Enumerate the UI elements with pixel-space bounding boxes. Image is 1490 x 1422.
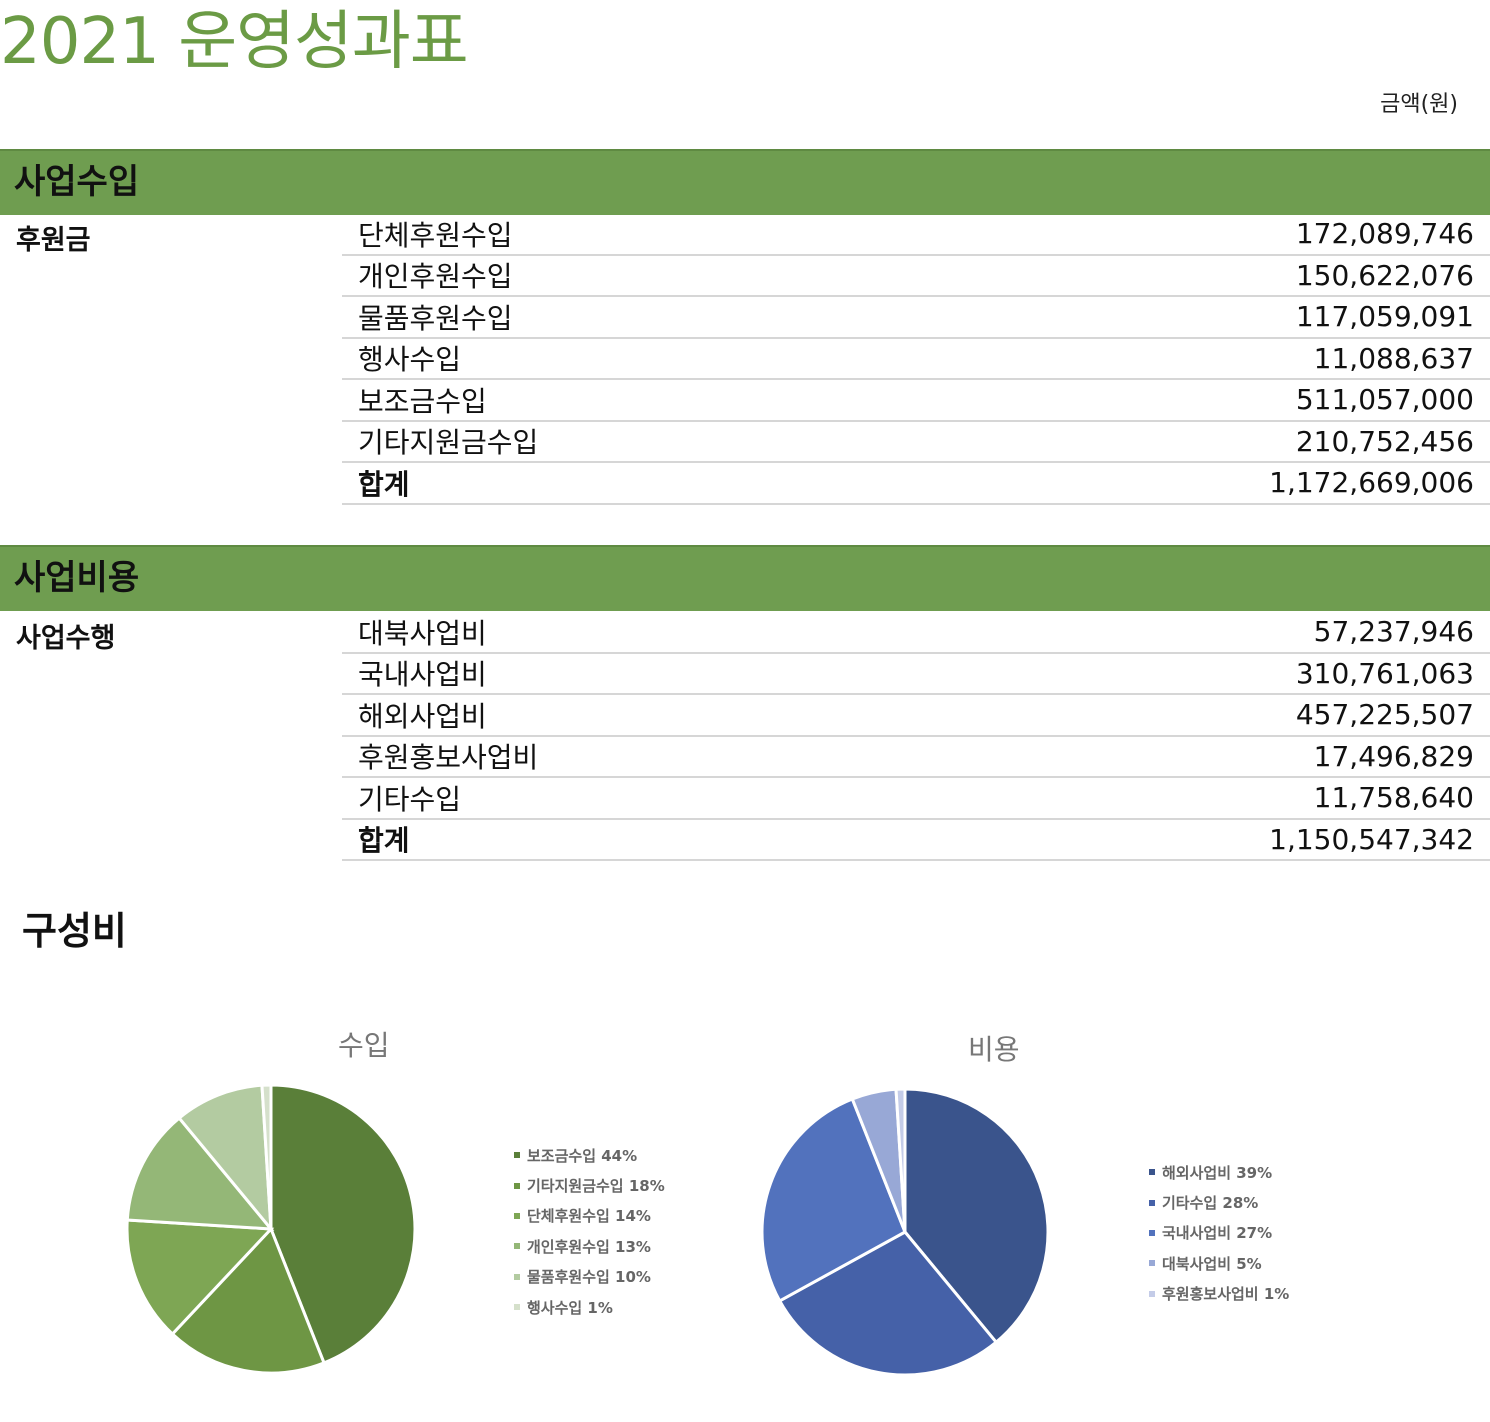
legend-swatch	[1149, 1260, 1155, 1267]
table-row: 해외사업비 457,225,507	[342, 695, 1490, 737]
pie-slice-5	[260, 1083, 273, 1230]
pie-slice-2	[125, 1218, 275, 1337]
pie-slice-3	[125, 1115, 275, 1231]
pie-slice-0	[903, 1087, 1050, 1345]
legend-label: 기타지원금수입 18%	[527, 1177, 665, 1196]
total-label: 합계	[358, 824, 410, 858]
expense-table: 대북사업비 57,237,946 국내사업비 310,761,063 해외사업비 45…	[342, 612, 1490, 861]
row-label: 국내사업비	[358, 658, 487, 692]
legend-label: 대북사업비 5%	[1162, 1254, 1262, 1273]
pie-slice-1	[170, 1226, 326, 1375]
legend-item: 개인후원수입 13%	[514, 1231, 665, 1261]
legend-label: 보조금수입 44%	[527, 1146, 638, 1165]
legend-label: 행사수입 1%	[527, 1298, 613, 1317]
total-value: 1,150,547,342	[1269, 822, 1474, 856]
row-label: 행사수입	[358, 343, 462, 377]
table-row: 후원홍보사업비 17,496,829	[342, 737, 1490, 778]
row-value: 172,089,746	[1295, 217, 1474, 251]
legend-swatch	[514, 1304, 520, 1311]
legend-swatch	[514, 1152, 520, 1159]
total-row: 합계 1,172,669,006	[342, 463, 1490, 505]
legend-swatch	[1149, 1229, 1155, 1236]
legend-item: 물품후원수입 10%	[514, 1262, 665, 1292]
row-value: 17,496,829	[1313, 739, 1474, 773]
row-value: 457,225,507	[1295, 698, 1474, 732]
row-label: 보조금수입	[358, 384, 487, 418]
total-value: 1,172,669,006	[1269, 466, 1474, 500]
legend-item: 후원홍보사업비 1%	[1149, 1279, 1289, 1309]
table-row: 행사수입 11,088,637	[342, 339, 1490, 380]
table-row: 단체후원수입 172,089,746	[342, 214, 1490, 256]
table-row: 대북사업비 57,237,946	[342, 612, 1490, 654]
revenue-section-header: 사업수입	[0, 149, 1490, 215]
legend-swatch	[514, 1243, 520, 1250]
total-row: 합계 1,150,547,342	[342, 820, 1490, 861]
row-label: 후원홍보사업비	[358, 741, 539, 775]
row-label: 기타수입	[358, 782, 462, 816]
row-label: 대북사업비	[358, 616, 487, 650]
legend-item: 보조금수입 44%	[514, 1140, 665, 1170]
legend-swatch	[514, 1212, 520, 1219]
pie-slice-1	[777, 1230, 999, 1377]
legend-label: 기타수입 28%	[1162, 1194, 1259, 1213]
legend-item: 기타지원금수입 18%	[514, 1170, 665, 1200]
row-label: 물품후원수입	[358, 301, 513, 335]
legend-item: 행사수입 1%	[514, 1292, 665, 1322]
revenue-legend: 보조금수입 44% 기타지원금수입 18% 단체후원수입 14% 개인후원수입 13%…	[514, 1140, 665, 1322]
row-value: 310,761,063	[1295, 656, 1474, 690]
legend-label: 물품후원수입 10%	[527, 1268, 651, 1287]
legend-swatch	[1149, 1290, 1155, 1297]
legend-swatch	[514, 1273, 520, 1280]
row-label: 단체후원수입	[358, 218, 513, 252]
expense-category: 사업수행	[16, 623, 116, 654]
row-value: 210,752,456	[1295, 424, 1474, 458]
revenue-pie-chart	[125, 1083, 417, 1375]
pie-slice-0	[269, 1083, 417, 1365]
row-value: 117,059,091	[1295, 300, 1474, 334]
expense-section-header: 사업비용	[0, 545, 1490, 611]
table-row: 기타수입 11,758,640	[342, 778, 1490, 820]
expense-chart-title: 비용	[968, 1033, 1020, 1066]
row-label: 해외사업비	[358, 699, 487, 733]
table-row: 보조금수입 511,057,000	[342, 380, 1490, 422]
legend-label: 해외사업비 39%	[1162, 1163, 1273, 1182]
legend-label: 단체후원수입 14%	[527, 1207, 651, 1226]
legend-item: 대북사업비 5%	[1149, 1248, 1289, 1278]
expense-legend: 해외사업비 39% 기타수입 28% 국내사업비 27% 대북사업비 5% 후원홍보사업…	[1149, 1157, 1289, 1309]
unit-label: 금액(원)	[1380, 92, 1458, 117]
row-value: 57,237,946	[1313, 615, 1474, 649]
legend-label: 후원홍보사업비 1%	[1162, 1285, 1290, 1304]
revenue-table: 단체후원수입 172,089,746 개인후원수입 150,622,076 물품후원…	[342, 214, 1490, 505]
legend-label: 국내사업비 27%	[1162, 1224, 1273, 1243]
pie-slice-4	[894, 1087, 907, 1233]
legend-swatch	[1149, 1169, 1155, 1176]
legend-label: 개인후원수입 13%	[527, 1237, 651, 1256]
legend-item: 국내사업비 27%	[1149, 1218, 1289, 1248]
table-row: 개인후원수입 150,622,076	[342, 256, 1490, 297]
legend-item: 기타수입 28%	[1149, 1187, 1289, 1217]
row-value: 150,622,076	[1295, 258, 1474, 292]
pie-slice-4	[177, 1083, 273, 1234]
composition-title: 구성비	[22, 909, 127, 953]
row-value: 11,088,637	[1313, 341, 1474, 375]
legend-item: 단체후원수입 14%	[514, 1201, 665, 1231]
table-row: 기타지원금수입 210,752,456	[342, 422, 1490, 463]
row-value: 11,758,640	[1313, 781, 1474, 815]
table-row: 국내사업비 310,761,063	[342, 654, 1490, 695]
legend-swatch	[1149, 1199, 1155, 1206]
total-label: 합계	[358, 467, 410, 501]
revenue-chart-title: 수입	[338, 1029, 390, 1062]
legend-swatch	[514, 1182, 520, 1189]
page-title: 2021 운영성과표	[0, 5, 469, 79]
legend-item: 해외사업비 39%	[1149, 1157, 1289, 1187]
table-row: 물품후원수입 117,059,091	[342, 297, 1490, 339]
expense-pie-chart	[760, 1087, 1050, 1377]
revenue-category: 후원금	[16, 225, 91, 256]
row-value: 511,057,000	[1295, 383, 1474, 417]
row-label: 개인후원수입	[358, 260, 513, 294]
row-label: 기타지원금수입	[358, 426, 539, 460]
pie-slice-2	[760, 1097, 907, 1303]
